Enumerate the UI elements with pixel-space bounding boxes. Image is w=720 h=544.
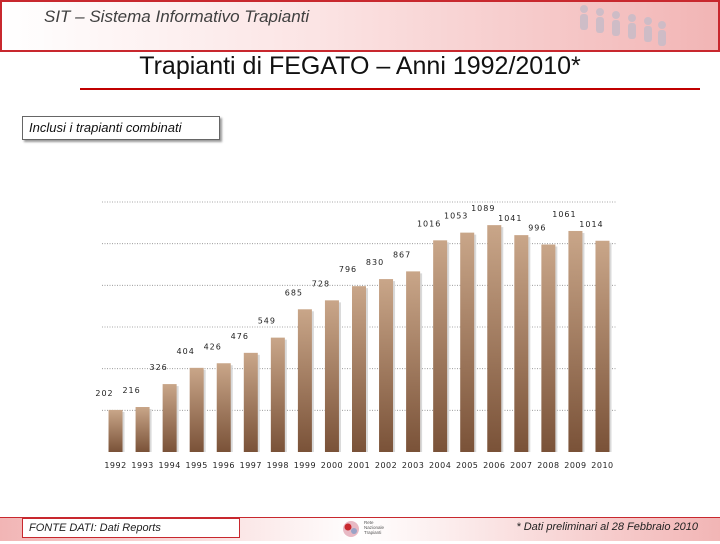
bar-1992: [108, 409, 123, 452]
bar-2010: [595, 240, 610, 452]
x-tick-label: 1993: [131, 461, 153, 470]
x-tick-label: 2003: [402, 461, 424, 470]
x-tick-label: 2001: [348, 461, 370, 470]
value-label: 1053: [444, 212, 468, 221]
x-tick-label: 2008: [537, 461, 559, 470]
bar-2007: [514, 235, 529, 452]
bar-1999: [297, 309, 312, 452]
value-label: 426: [204, 342, 222, 351]
value-label: 1061: [552, 210, 576, 219]
footnote: * Dati preliminari al 28 Febbraio 2010: [516, 521, 698, 533]
rete-trapianti-logo: Rete Nazionale Trapianti: [340, 519, 400, 539]
x-tick-label: 1995: [186, 461, 208, 470]
value-label: 549: [258, 317, 276, 326]
x-tick-label: 2010: [591, 461, 613, 470]
x-tick-label: 1994: [158, 461, 180, 470]
value-label: 202: [95, 389, 113, 398]
logo-text: Rete Nazionale Trapianti: [364, 520, 385, 535]
x-tick-label: 2000: [321, 461, 343, 470]
value-label: 1016: [417, 219, 441, 228]
note-box: Inclusi i trapianti combinati: [22, 116, 220, 140]
page-title: Trapianti di FEGATO – Anni 1992/2010*: [139, 52, 581, 80]
x-tick-label: 2002: [375, 461, 397, 470]
bar-1993: [135, 407, 150, 452]
value-label: 1014: [579, 220, 603, 229]
value-label: 830: [366, 258, 384, 267]
x-tick-label: 2004: [429, 461, 451, 470]
value-label: 796: [339, 265, 357, 274]
bar-1996: [216, 363, 231, 452]
app-title: SIT – Sistema Informativo Trapianti: [44, 7, 310, 26]
value-label: 996: [528, 224, 546, 233]
x-tick-label: 1997: [240, 461, 262, 470]
bar-2005: [460, 232, 475, 452]
x-tick-label: 1998: [267, 461, 289, 470]
title-divider: [80, 88, 700, 90]
bar-1997: [243, 352, 258, 452]
value-label: 685: [285, 288, 303, 297]
bar-1998: [270, 337, 285, 452]
bar-2006: [487, 225, 502, 452]
value-label: 476: [231, 332, 249, 341]
x-tick-label: 2005: [456, 461, 478, 470]
value-label: 867: [393, 250, 411, 259]
header-bar: SIT – Sistema Informativo Trapianti: [0, 0, 720, 52]
bar-2003: [406, 271, 421, 452]
x-tick-label: 1992: [104, 461, 126, 470]
bar-2000: [324, 300, 339, 452]
bar-2008: [541, 244, 556, 452]
x-tick-label: 2006: [483, 461, 505, 470]
x-tick-label: 1996: [213, 461, 235, 470]
value-label: 216: [122, 386, 140, 395]
x-tick-label: 2009: [564, 461, 586, 470]
bar-2004: [433, 240, 448, 452]
x-tick-label: 2007: [510, 461, 532, 470]
value-label: 1089: [471, 204, 495, 213]
bar-2002: [379, 279, 394, 452]
value-label: 326: [149, 363, 167, 372]
bar-2001: [352, 286, 366, 452]
people-chain-icon: [580, 5, 666, 46]
value-label: 728: [312, 279, 330, 288]
logo-mark-icon: [343, 521, 359, 537]
bar-1995: [189, 367, 204, 452]
data-source: FONTE DATI: Dati Reports: [22, 518, 240, 538]
bar-2009: [568, 230, 583, 452]
value-label: 1041: [498, 214, 522, 223]
bar-1994: [162, 384, 177, 452]
value-label: 404: [177, 347, 195, 356]
x-tick-label: 1999: [294, 461, 316, 470]
